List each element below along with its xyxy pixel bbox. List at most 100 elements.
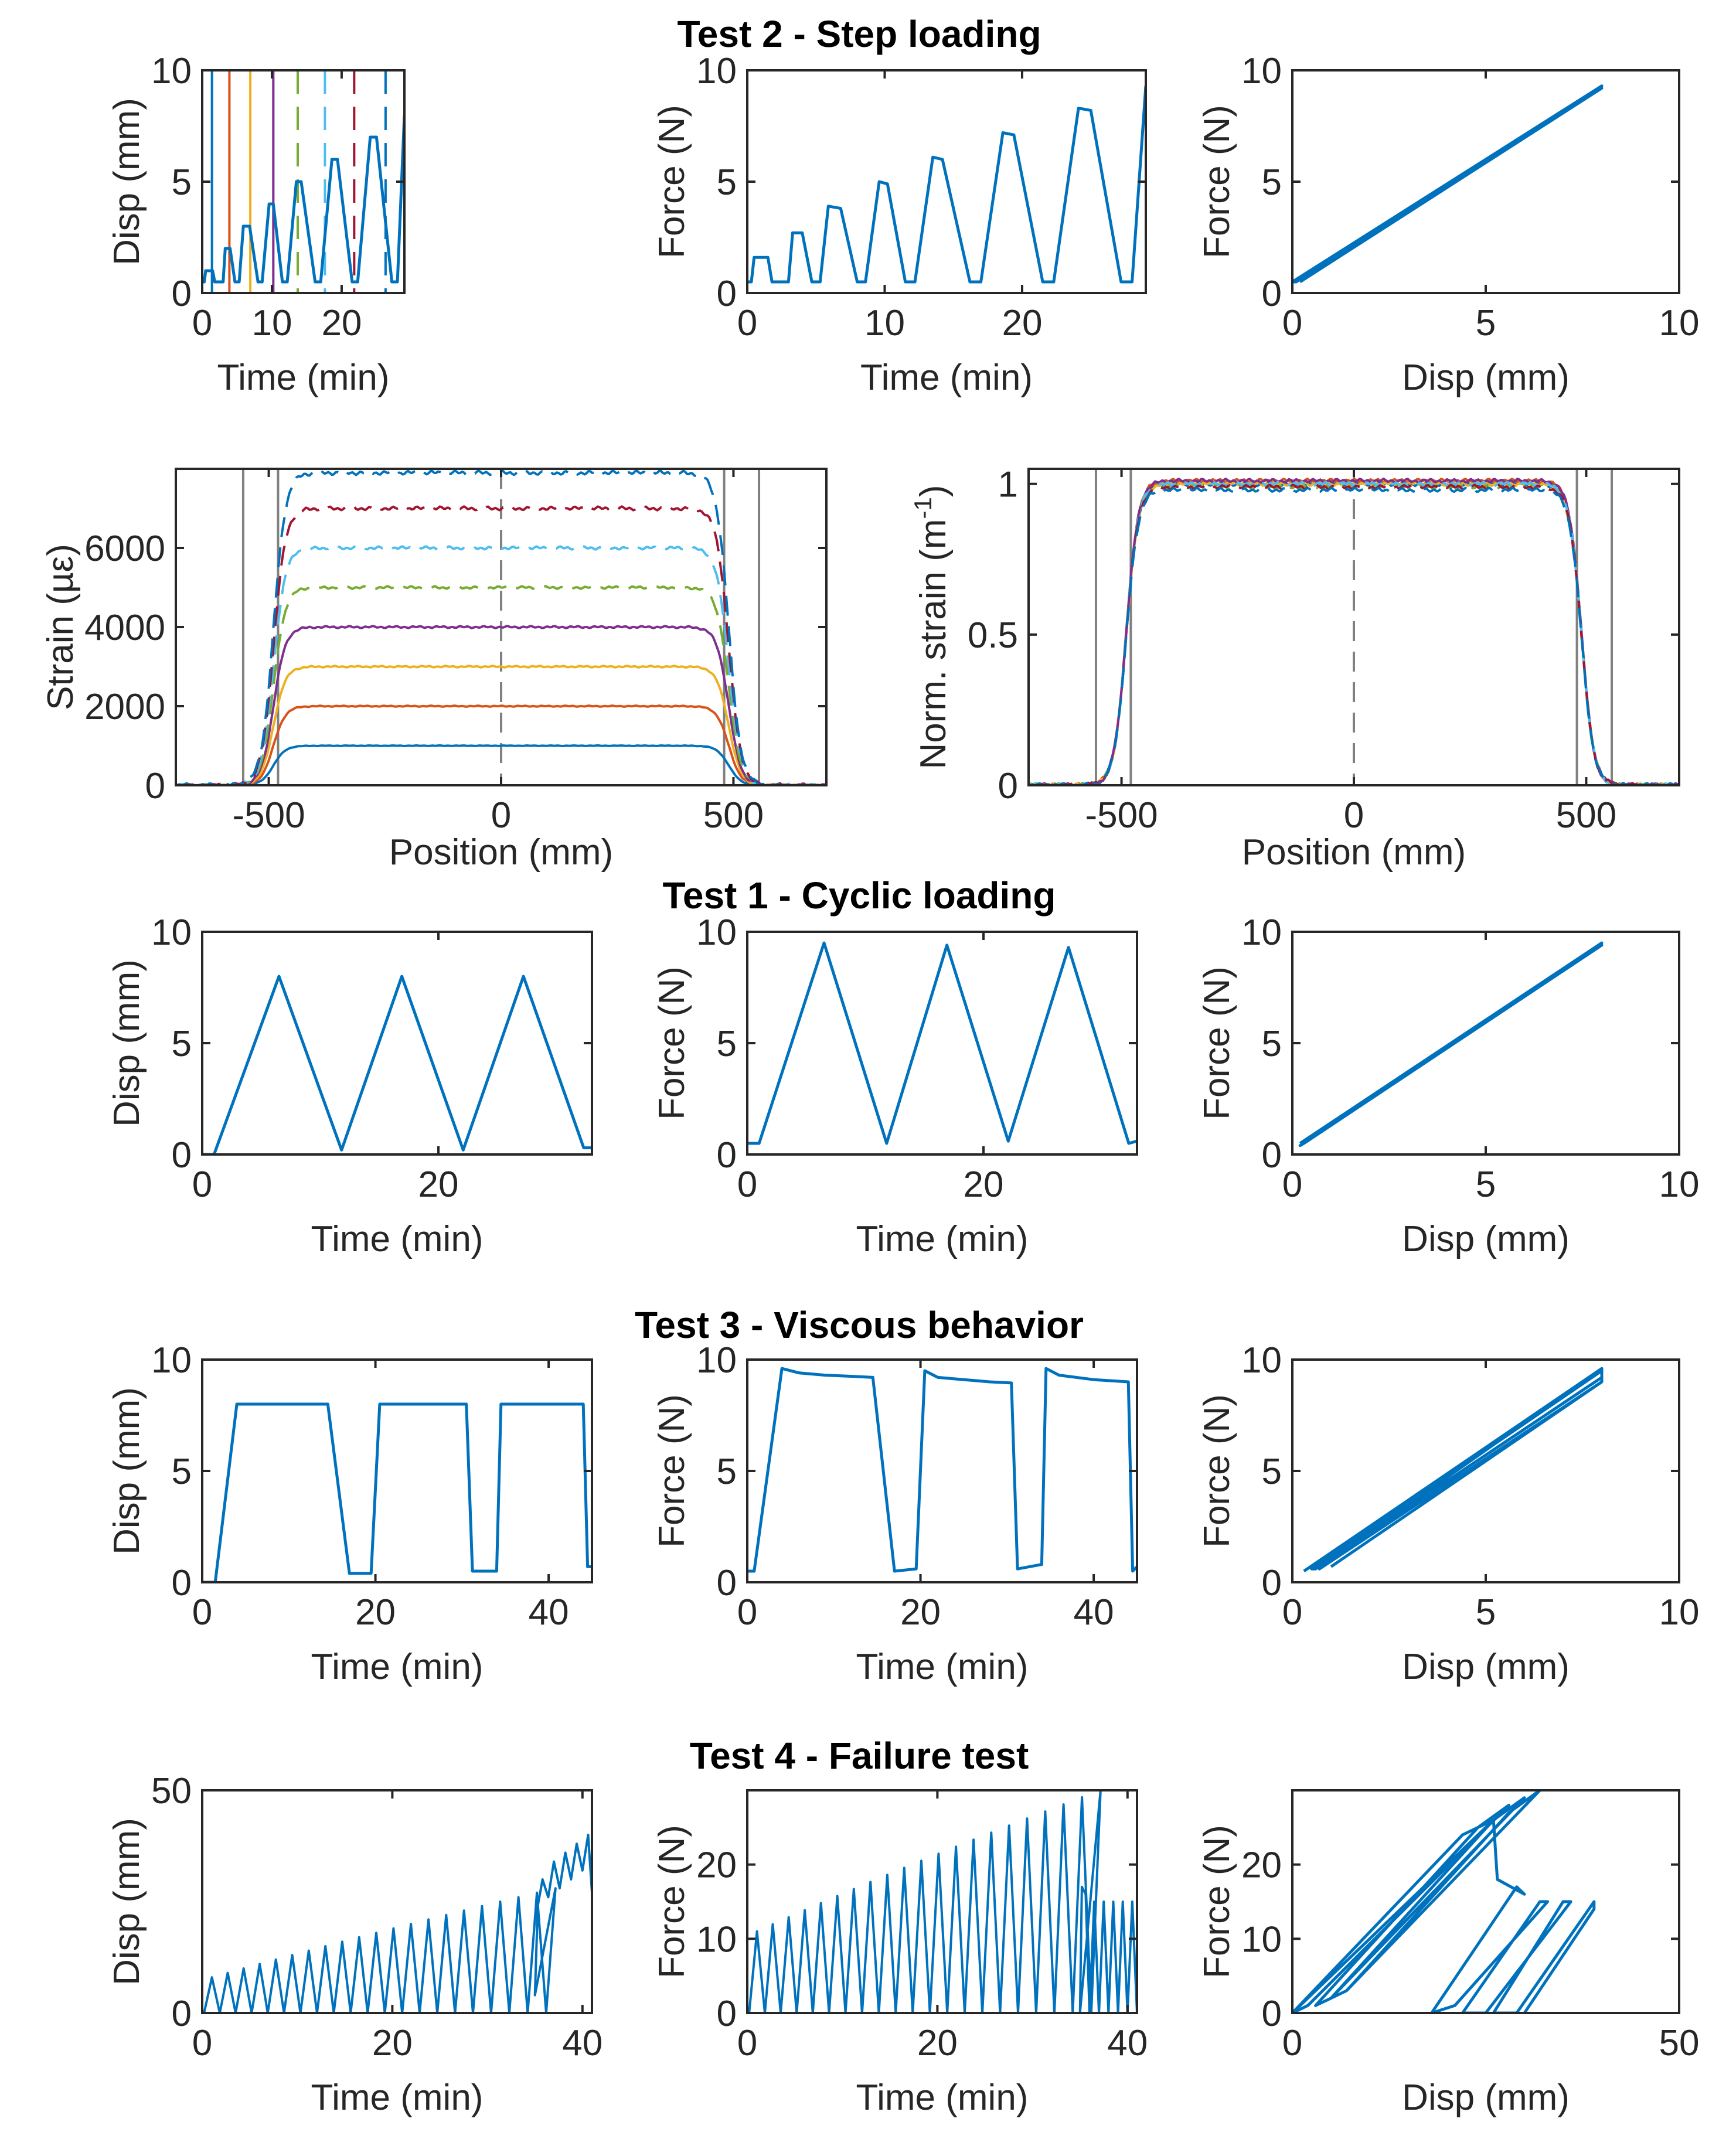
x-tick-label: 0 [1282, 1164, 1302, 1205]
plot-area-c3 [1298, 941, 1604, 1147]
axes-frame [201, 931, 593, 1156]
x-axis-label: Disp (mm) [1402, 1219, 1570, 1259]
y-tick-label: 5 [1262, 1452, 1282, 1492]
series-cycles [202, 1834, 592, 2013]
plot-area-f1 [202, 1834, 592, 2013]
x-tick-label: -500 [233, 795, 305, 836]
x-tick-label: 20 [900, 1592, 941, 1633]
series-force-disp-0 [1292, 84, 1604, 284]
y-tick-label: 0 [717, 1994, 737, 2034]
y-tick-label: 20 [696, 1845, 737, 1886]
y-axis-label: Force (N) [652, 1825, 692, 1978]
x-axis-label: Disp (mm) [1402, 2077, 1570, 2118]
x-tick-label: 0 [192, 2023, 212, 2063]
x-axis-label: Disp (mm) [1402, 357, 1570, 398]
x-tick-label: 10 [864, 303, 905, 343]
plot-area-v2 [747, 1367, 1137, 1573]
y-tick-label: 0 [172, 1994, 192, 2034]
y-axis-label: Disp (mm) [107, 959, 147, 1127]
series-force-0 [747, 941, 1137, 1145]
axes-frame [746, 1789, 1138, 2014]
y-axis-label: Disp (mm) [107, 98, 147, 265]
series-loading-0 [1292, 1790, 1541, 2013]
y-axis-label: Force (N) [652, 1394, 692, 1548]
y-tick-label: 10 [696, 1919, 737, 1960]
y-tick-label: 0 [1262, 1135, 1282, 1176]
x-tick-label: 5 [1476, 1592, 1496, 1633]
strain-profile-0 [176, 744, 826, 785]
x-axis-label: Time (min) [860, 357, 1033, 398]
panel-v1: 0 20 40 0 5 10 Time (min) Disp (mm) [107, 1340, 593, 1687]
title-cyclic-loading: Test 1 - Cyclic loading [663, 874, 1056, 917]
x-tick-label: 0 [1344, 795, 1364, 836]
y-axis-label: Force (N) [1197, 1394, 1237, 1548]
x-axis-label: Position (mm) [389, 832, 613, 873]
y-tick-label: 5 [172, 1024, 192, 1064]
plot-area-s1 [202, 70, 404, 293]
x-axis-label: Position (mm) [1242, 832, 1466, 873]
title-viscous-behavior: Test 3 - Viscous behavior [635, 1304, 1084, 1346]
y-tick-label: 10 [696, 1340, 737, 1381]
strain-profile-5 [176, 545, 826, 785]
y-tick-label: 5 [1262, 162, 1282, 203]
y-tick-label: 0 [717, 274, 737, 314]
plot-area-v1 [202, 1402, 592, 1582]
x-tick-label: 40 [529, 1592, 569, 1633]
y-tick-label: 0 [1262, 1563, 1282, 1603]
y-tick-label: 6000 [84, 529, 165, 569]
y-axis-label: Force (N) [1197, 105, 1237, 258]
x-axis-label: Time (min) [856, 1647, 1029, 1687]
axes-frame [746, 1358, 1138, 1583]
plot-area-s2 [747, 86, 1146, 284]
x-axis-label: Time (min) [311, 1647, 484, 1687]
y-tick-label: 5 [717, 1452, 737, 1492]
series-force-disp-0 [1298, 941, 1604, 1147]
series-force-0 [747, 86, 1146, 284]
strain-profile-1 [176, 704, 826, 785]
x-tick-label: 0 [192, 303, 212, 343]
y-tick-label: 10 [1241, 912, 1282, 953]
y-tick-label: 0 [998, 766, 1018, 806]
strain-profile-3 [176, 625, 826, 785]
panel-c1: 0 20 0 5 10 Time (min) Disp (mm) [107, 912, 593, 1259]
y-tick-label: 10 [151, 1340, 192, 1381]
y-tick-label: 0 [1262, 274, 1282, 314]
series-post-failure-1 [1430, 1820, 1596, 2013]
plot-area-s4 [176, 469, 826, 785]
panel-f1: 0 20 40 0 50 Time (min) Disp (mm) [107, 1771, 602, 2118]
x-tick-label: 500 [1556, 795, 1616, 836]
axes-frame [201, 1789, 593, 2014]
y-label-end: ) [913, 485, 954, 497]
y-axis-label: Force (N) [1197, 966, 1237, 1120]
panel-s3: 0 5 10 0 5 10 Disp (mm) Force (N) [1197, 51, 1699, 398]
y-tick-label: 10 [151, 51, 192, 91]
x-tick-label: 40 [1107, 2023, 1148, 2063]
panel-f2: 0 20 40 0 10 20 Time (min) Force (N) [652, 1789, 1148, 2118]
x-tick-label: 20 [418, 1164, 459, 1205]
series-displacement-0 [202, 975, 592, 1154]
panel-c3: 0 5 10 0 5 10 Disp (mm) Force (N) [1197, 912, 1699, 1259]
x-tick-label: 20 [964, 1164, 1004, 1205]
plot-area-v3 [1303, 1367, 1604, 1573]
y-tick-label: 5 [717, 162, 737, 203]
x-tick-label: 20 [321, 303, 362, 343]
series-cycles [747, 1790, 1137, 2013]
axes-frame [201, 1358, 593, 1583]
plot-area-s5 [1029, 469, 1679, 785]
x-axis-label: Time (min) [217, 357, 390, 398]
y-axis-label: Force (N) [1197, 1825, 1237, 1978]
panel-s1: 0 10 20 0 5 10 Time (min) Disp (mm) [107, 51, 406, 398]
strain-profile-7 [1029, 486, 1679, 785]
y-tick-label: 0 [717, 1563, 737, 1603]
y-axis-label: Force (N) [652, 105, 692, 258]
x-tick-label: 20 [917, 2023, 958, 2063]
axes-frame [1291, 931, 1680, 1156]
y-tick-label: 2000 [84, 687, 165, 727]
x-tick-label: 0 [1282, 2023, 1302, 2063]
x-axis-label: Time (min) [856, 2077, 1029, 2118]
plot-area-c2 [747, 941, 1137, 1145]
x-tick-label: 5 [1476, 1164, 1496, 1205]
plot-area-f2 [747, 1790, 1137, 2013]
x-tick-label: 0 [737, 303, 757, 343]
